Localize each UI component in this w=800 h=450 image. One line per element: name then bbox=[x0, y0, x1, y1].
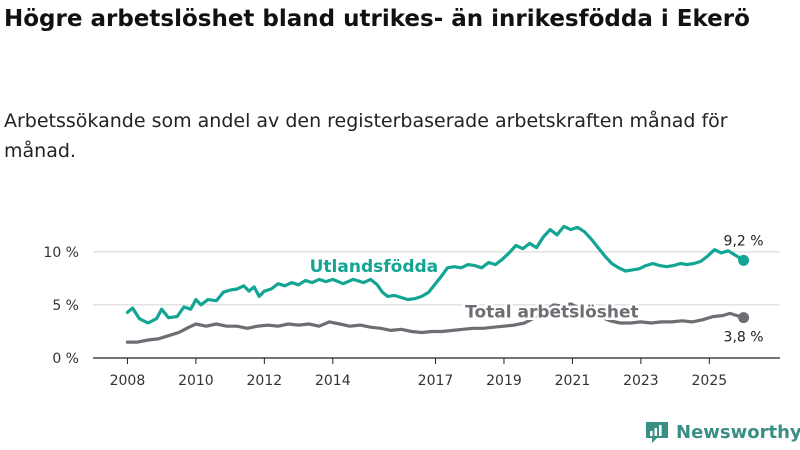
end-point-utlandsfodda bbox=[738, 254, 750, 266]
series-label-total: Total arbetslöshet bbox=[465, 303, 639, 323]
y-tick-label-10: 10 % bbox=[43, 245, 79, 261]
end-value-label-utlandsfodda: 9,2 % bbox=[724, 233, 764, 249]
y-axis-tick-labels: 0 % 5 % 10 % bbox=[43, 245, 79, 367]
bar-chart-logo-icon bbox=[646, 422, 668, 443]
x-tick-label-2021: 2021 bbox=[555, 373, 591, 389]
y-tick-label-0: 0 % bbox=[52, 351, 79, 367]
brand-logo: Newsworthy bbox=[644, 418, 800, 446]
series-label-utlandsfodda: Utlandsfödda bbox=[310, 257, 439, 277]
x-tick-label-2008: 2008 bbox=[110, 373, 146, 389]
series-line-total bbox=[125, 302, 746, 344]
annotations: 9,2 % 3,8 % Utlandsfödda Total arbetslöshet bbox=[307, 233, 764, 346]
x-tick-label-2025: 2025 bbox=[692, 373, 728, 389]
chart-title: Högre arbetslöshet bland utrikes- än inr… bbox=[4, 6, 750, 32]
series-line-utlandsfodda bbox=[125, 224, 746, 325]
series-lines bbox=[125, 224, 750, 344]
x-tick-label-2010: 2010 bbox=[178, 373, 214, 389]
brand-name: Newsworthy bbox=[676, 421, 800, 443]
end-point-total bbox=[738, 312, 750, 324]
grid-lines bbox=[93, 251, 780, 359]
x-tick-label-2014: 2014 bbox=[315, 373, 351, 389]
x-tick-label-2017: 2017 bbox=[418, 373, 454, 389]
x-tick-label-2023: 2023 bbox=[623, 373, 659, 389]
x-tick-label-2019: 2019 bbox=[486, 373, 522, 389]
x-tick-label-2012: 2012 bbox=[247, 373, 283, 389]
x-axis: 2008 2010 2012 2014 2017 2019 2021 2023 2025 bbox=[110, 358, 728, 389]
y-tick-label-5: 5 % bbox=[52, 298, 79, 314]
chart-subtitle: Arbetssökande som andel av den registerb… bbox=[4, 110, 728, 162]
end-value-label-total: 3,8 % bbox=[724, 330, 764, 346]
